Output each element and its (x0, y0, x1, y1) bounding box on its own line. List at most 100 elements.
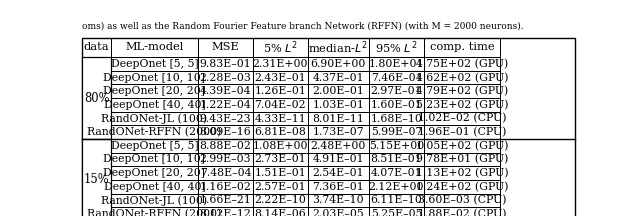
Bar (111, 38, 198, 57)
Text: 4.62E+02 (GPU): 4.62E+02 (GPU) (416, 73, 508, 83)
Bar (83, 57, 111, 71)
Text: 2.28E–03: 2.28E–03 (200, 73, 252, 83)
Text: 2.97E–01: 2.97E–01 (371, 86, 422, 96)
Bar (308, 139, 369, 153)
Bar (83, 57, 111, 139)
Text: 2.03E–05: 2.03E–05 (312, 209, 364, 216)
Bar (253, 84, 308, 98)
Bar (253, 125, 308, 139)
Bar (369, 98, 424, 112)
Text: 7.46E–01: 7.46E–01 (371, 73, 422, 83)
Bar (83, 38, 111, 57)
Text: 4.37E–01: 4.37E–01 (312, 73, 364, 83)
Text: DeepOnet [40, 40]: DeepOnet [40, 40] (104, 100, 205, 110)
Text: comp. time: comp. time (429, 42, 494, 52)
Bar (253, 207, 308, 216)
Text: 95% $L^2$: 95% $L^2$ (375, 39, 418, 56)
Bar (308, 98, 369, 112)
Text: 15%: 15% (84, 173, 109, 186)
Text: 1.73E–07: 1.73E–07 (312, 127, 364, 137)
Text: 1.03E–01: 1.03E–01 (312, 100, 364, 110)
Text: 2.43E–01: 2.43E–01 (254, 73, 306, 83)
Text: 7.04E–02: 7.04E–02 (255, 100, 306, 110)
Text: 1.51E–01: 1.51E–01 (254, 168, 306, 178)
Text: 8.01E–11: 8.01E–11 (312, 114, 364, 124)
Text: 8.14E–06: 8.14E–06 (254, 209, 306, 216)
Text: 1.66E–21: 1.66E–21 (200, 195, 252, 205)
Bar (198, 125, 253, 139)
Bar (369, 194, 424, 207)
Text: 6.90E+00: 6.90E+00 (310, 59, 366, 69)
Text: MSE: MSE (212, 42, 239, 52)
Bar (369, 139, 424, 153)
Bar (111, 112, 198, 125)
Bar (308, 207, 369, 216)
Bar (111, 180, 198, 194)
Bar (253, 57, 308, 71)
Text: 1.24E+02 (GPU): 1.24E+02 (GPU) (416, 182, 508, 192)
Text: RandONet-RFFN (2000): RandONet-RFFN (2000) (87, 209, 221, 216)
Text: DeepOnet [40, 40]: DeepOnet [40, 40] (104, 182, 205, 192)
Bar (424, 71, 500, 84)
Bar (198, 112, 253, 125)
Text: 5.15E+00: 5.15E+00 (369, 141, 424, 151)
Bar (369, 166, 424, 180)
Text: 6.11E–10: 6.11E–10 (371, 195, 422, 205)
Bar (253, 71, 308, 84)
Text: 80%: 80% (84, 92, 109, 105)
Bar (369, 207, 424, 216)
Text: 2.48E+00: 2.48E+00 (310, 141, 366, 151)
Text: RandONet-RFFN (2000): RandONet-RFFN (2000) (87, 127, 221, 137)
Text: 1.02E–02 (CPU): 1.02E–02 (CPU) (418, 113, 506, 124)
Text: 9.78E+01 (GPU): 9.78E+01 (GPU) (416, 154, 508, 165)
Bar (308, 125, 369, 139)
Bar (111, 84, 198, 98)
Text: 2.00E–01: 2.00E–01 (312, 86, 364, 96)
Text: 2.54E–01: 2.54E–01 (312, 168, 364, 178)
Bar (83, 112, 111, 125)
Text: 1.96E–01 (CPU): 1.96E–01 (CPU) (418, 127, 506, 137)
Text: 4.07E–01: 4.07E–01 (371, 168, 422, 178)
Bar (424, 112, 500, 125)
Text: 4.33E–11: 4.33E–11 (254, 114, 306, 124)
Text: 3.60E–03 (CPU): 3.60E–03 (CPU) (418, 195, 506, 206)
Text: 2.22E–10: 2.22E–10 (254, 195, 306, 205)
Text: 4.79E+02 (GPU): 4.79E+02 (GPU) (416, 86, 508, 96)
Bar (424, 166, 500, 180)
Text: 2.73E–01: 2.73E–01 (254, 154, 306, 164)
Bar (253, 38, 308, 57)
Bar (308, 84, 369, 98)
Bar (424, 194, 500, 207)
Bar (308, 71, 369, 84)
Bar (83, 207, 111, 216)
Bar (369, 153, 424, 166)
Text: 1.08E+00: 1.08E+00 (252, 141, 308, 151)
Text: 8.88E–02: 8.88E–02 (200, 141, 252, 151)
Bar (198, 139, 253, 153)
Bar (308, 194, 369, 207)
Bar (424, 98, 500, 112)
Bar (424, 139, 500, 153)
Bar (111, 139, 198, 153)
Bar (253, 194, 308, 207)
Bar (424, 84, 500, 98)
Bar (369, 57, 424, 71)
Bar (83, 139, 111, 216)
Text: RandONet-JL (100): RandONet-JL (100) (101, 195, 207, 206)
Text: 2.99E–03: 2.99E–03 (200, 154, 252, 164)
Bar (369, 38, 424, 57)
Text: RandONet-JL (100): RandONet-JL (100) (101, 113, 207, 124)
Bar (253, 166, 308, 180)
Bar (198, 194, 253, 207)
Bar (83, 139, 111, 216)
Bar (369, 125, 424, 139)
Text: 1.13E+02 (GPU): 1.13E+02 (GPU) (415, 168, 508, 178)
Bar (198, 180, 253, 194)
Text: oms) as well as the Random Fourier Feature branch Network (RFFN) (with M = 2000 : oms) as well as the Random Fourier Featu… (83, 22, 524, 31)
Bar (308, 180, 369, 194)
Bar (308, 38, 369, 57)
Text: 8.12E–12: 8.12E–12 (200, 209, 252, 216)
Bar (424, 180, 500, 194)
Text: 1.22E–04: 1.22E–04 (200, 100, 252, 110)
Text: 8.09E–16: 8.09E–16 (200, 127, 252, 137)
